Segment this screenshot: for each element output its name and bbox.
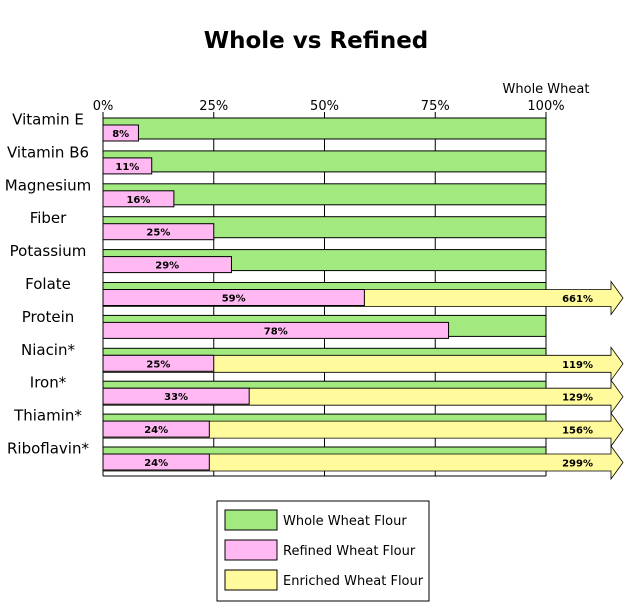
refined-value-label: 59%	[222, 294, 246, 305]
refined-value-label: 11%	[115, 162, 139, 173]
refined-value-label: 78%	[264, 326, 288, 337]
refined-value-label: 29%	[155, 261, 179, 272]
x-tick-label: 25%	[199, 99, 228, 114]
refined-bar	[102, 321, 450, 339]
axis-top-label: Whole Wheat	[503, 82, 590, 97]
refined-value-label: 24%	[144, 425, 168, 436]
refined-value-label: 33%	[164, 392, 188, 403]
legend: Whole Wheat Flour Refined Wheat Flour Enri…	[216, 500, 430, 602]
refined-value-label: 25%	[146, 228, 170, 239]
refined-bar	[102, 256, 232, 274]
category-label: Niacin*	[21, 341, 76, 359]
category-label: Iron*	[30, 374, 67, 392]
enriched-value-label: 661%	[562, 294, 593, 305]
enriched-bar	[102, 411, 624, 448]
refined-bar	[102, 223, 215, 241]
refined-bar	[102, 157, 153, 175]
category-label: Vitamin B6	[7, 143, 89, 161]
refined-bar	[102, 190, 175, 208]
refined-value-label: 16%	[126, 195, 150, 206]
legend-label: Enriched Wheat Flour	[283, 574, 424, 589]
refined-bar	[102, 124, 139, 142]
legend-label: Refined Wheat Flour	[283, 544, 416, 559]
x-tick-label: 0%	[93, 99, 114, 114]
category-label: Magnesium	[5, 176, 92, 194]
legend-swatch	[224, 569, 278, 591]
category-label: Potassium	[10, 242, 87, 260]
refined-bar	[102, 420, 210, 438]
whole-wheat-bar	[102, 150, 547, 173]
category-label: Protein	[22, 308, 75, 326]
x-tick-label: 50%	[310, 99, 339, 114]
refined-value-label: 24%	[144, 458, 168, 469]
whole-wheat-bar	[102, 117, 547, 140]
category-label: Folate	[25, 275, 71, 293]
x-tick-label: 100%	[527, 99, 564, 114]
refined-bar	[102, 354, 215, 372]
enriched-value-label: 129%	[562, 393, 593, 404]
legend-swatch	[224, 509, 278, 531]
enriched-value-label: 299%	[562, 459, 593, 470]
chart-title: Whole vs Refined	[203, 28, 429, 54]
enriched-bar	[102, 444, 624, 481]
refined-value-label: 8%	[112, 129, 129, 140]
refined-value-label: 25%	[146, 359, 170, 370]
enriched-bar	[102, 346, 624, 382]
category-label: Riboflavin*	[7, 440, 89, 458]
x-tick-label: 75%	[421, 99, 450, 114]
enriched-value-label: 156%	[562, 426, 593, 437]
refined-bar	[102, 453, 210, 471]
category-label: Fiber	[30, 209, 67, 227]
refined-bar	[102, 289, 365, 306]
category-label: Vitamin E	[12, 111, 84, 129]
legend-swatch	[224, 539, 278, 561]
category-label: Thiamin*	[13, 407, 82, 425]
legend-label: Whole Wheat Flour	[283, 514, 407, 529]
enriched-value-label: 119%	[562, 360, 593, 371]
refined-bar	[102, 387, 250, 405]
